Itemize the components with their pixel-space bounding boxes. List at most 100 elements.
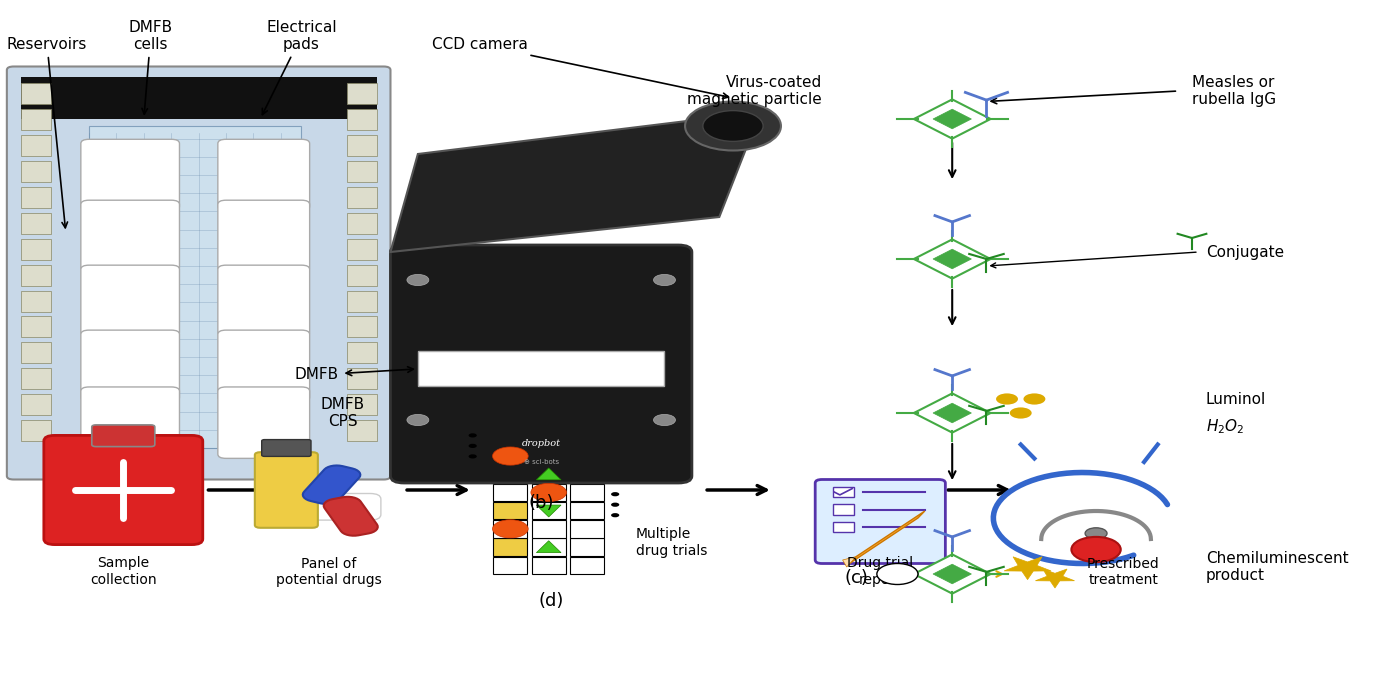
- Polygon shape: [537, 540, 561, 553]
- Bar: [418, 351, 664, 386]
- Bar: [21, 187, 51, 208]
- Bar: [833, 486, 854, 497]
- Bar: [531, 447, 566, 465]
- Bar: [346, 83, 376, 104]
- Bar: [21, 316, 51, 337]
- Bar: [570, 556, 605, 574]
- FancyBboxPatch shape: [80, 330, 180, 402]
- Circle shape: [653, 274, 675, 286]
- Bar: [570, 520, 605, 538]
- Bar: [21, 109, 51, 130]
- Bar: [21, 342, 51, 363]
- Bar: [89, 126, 302, 448]
- Bar: [21, 368, 51, 389]
- Bar: [570, 538, 605, 556]
- Text: (c): (c): [844, 568, 868, 587]
- Text: DMFB: DMFB: [295, 367, 414, 382]
- Circle shape: [469, 433, 477, 438]
- Bar: [493, 466, 527, 483]
- Bar: [570, 484, 605, 501]
- Circle shape: [996, 393, 1019, 405]
- Circle shape: [407, 274, 429, 286]
- Text: Reservoirs: Reservoirs: [7, 37, 87, 228]
- Bar: [21, 290, 51, 312]
- Bar: [346, 316, 376, 337]
- FancyBboxPatch shape: [217, 139, 310, 211]
- Bar: [493, 484, 527, 501]
- Text: $H_2O_2$: $H_2O_2$: [1205, 418, 1244, 436]
- Text: DMFB
cells: DMFB cells: [129, 20, 173, 114]
- Circle shape: [612, 492, 619, 496]
- Bar: [21, 77, 376, 119]
- Bar: [21, 135, 51, 156]
- Text: (b): (b): [529, 494, 554, 512]
- Circle shape: [1010, 407, 1031, 419]
- Bar: [493, 502, 527, 519]
- Bar: [531, 502, 566, 519]
- Text: (d): (d): [538, 592, 563, 610]
- Bar: [21, 420, 51, 441]
- Circle shape: [493, 519, 529, 538]
- Text: Sample
collection: Sample collection: [90, 556, 156, 587]
- Polygon shape: [390, 112, 760, 252]
- Circle shape: [612, 513, 619, 517]
- Text: Multiple
drug trials: Multiple drug trials: [635, 527, 707, 558]
- Bar: [55, 441, 151, 469]
- Text: (a): (a): [173, 494, 198, 512]
- Polygon shape: [913, 239, 991, 279]
- Polygon shape: [913, 393, 991, 433]
- Bar: [346, 368, 376, 389]
- Bar: [346, 109, 376, 130]
- Bar: [346, 342, 376, 363]
- Bar: [21, 265, 51, 286]
- Circle shape: [703, 111, 763, 141]
- Bar: [531, 484, 566, 501]
- Polygon shape: [933, 564, 972, 584]
- Text: Luminol: Luminol: [1205, 391, 1266, 407]
- Circle shape: [531, 483, 566, 501]
- Polygon shape: [1005, 556, 1050, 580]
- Circle shape: [612, 503, 619, 507]
- Circle shape: [685, 102, 781, 150]
- FancyBboxPatch shape: [80, 200, 180, 272]
- FancyBboxPatch shape: [262, 440, 311, 456]
- Bar: [21, 161, 51, 182]
- Circle shape: [407, 414, 429, 426]
- Bar: [570, 447, 605, 465]
- Text: ⊕ sci-bots: ⊕ sci-bots: [523, 459, 559, 466]
- Text: dropbot: dropbot: [522, 439, 561, 448]
- Circle shape: [1085, 528, 1107, 539]
- FancyBboxPatch shape: [217, 265, 310, 337]
- Polygon shape: [1035, 569, 1074, 588]
- Bar: [570, 502, 605, 519]
- Bar: [21, 213, 51, 234]
- Bar: [346, 187, 376, 208]
- Bar: [346, 420, 376, 441]
- FancyBboxPatch shape: [91, 425, 155, 447]
- Bar: [531, 538, 566, 556]
- Text: Drug trial
report: Drug trial report: [847, 556, 913, 587]
- Circle shape: [1023, 393, 1045, 405]
- Circle shape: [653, 414, 675, 426]
- Bar: [531, 520, 566, 538]
- Polygon shape: [913, 554, 991, 594]
- Polygon shape: [537, 468, 561, 480]
- Bar: [493, 520, 527, 538]
- Polygon shape: [913, 99, 991, 139]
- FancyBboxPatch shape: [7, 66, 390, 480]
- Polygon shape: [850, 511, 925, 564]
- Text: Electrical
pads: Electrical pads: [263, 20, 336, 115]
- Circle shape: [469, 454, 477, 458]
- FancyBboxPatch shape: [815, 480, 945, 564]
- Text: CCD camera: CCD camera: [432, 37, 728, 99]
- Text: Chemiluminescent
product: Chemiluminescent product: [1205, 551, 1348, 583]
- Bar: [493, 538, 527, 556]
- Bar: [493, 556, 527, 574]
- Polygon shape: [933, 249, 972, 269]
- FancyBboxPatch shape: [291, 494, 381, 520]
- Bar: [21, 83, 51, 104]
- Circle shape: [493, 447, 529, 465]
- Bar: [531, 466, 566, 483]
- Bar: [346, 213, 376, 234]
- Bar: [833, 504, 854, 514]
